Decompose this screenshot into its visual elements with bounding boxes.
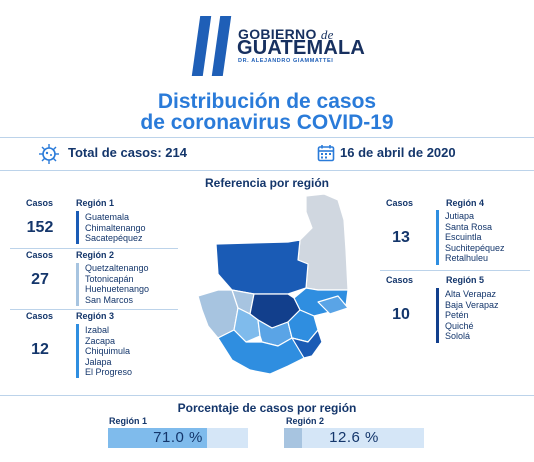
guatemala-region-map [197, 193, 349, 375]
region-1-label: Región 1 [76, 198, 115, 208]
percent-fill-region-2 [284, 428, 302, 448]
percent-fill-region-1 [108, 428, 208, 448]
divider [380, 270, 530, 271]
logo-text-guatemala: GUATEMALA [237, 37, 366, 59]
region-5-color-bar [436, 288, 439, 343]
region-5-cases-label: Casos [386, 275, 414, 285]
divider [10, 248, 178, 249]
gobierno-logo-icon [191, 16, 232, 76]
virus-icon [39, 144, 59, 164]
region-1-cases-value: 152 [26, 219, 54, 236]
page-title-line-2: de coronavirus COVID-19 [140, 111, 394, 134]
region-1-cases-label: Casos [26, 198, 54, 208]
region-3-cases-value: 12 [31, 341, 49, 358]
region-2-cases-value: 27 [31, 271, 49, 288]
region-2-cases-label: Casos [26, 250, 54, 260]
region-2-label: Región 2 [76, 250, 115, 260]
percent-region-1-label: Región 1 [109, 416, 148, 426]
divider [10, 309, 178, 310]
region-4-departments: Jutiapa Santa Rosa Escuintla Suchitepéquez R… [445, 211, 505, 263]
map-jutiapa [291, 329, 323, 359]
percent-heading: Porcentaje de casos por región [177, 401, 357, 415]
report-date: 16 de abril de 2020 [340, 145, 456, 160]
region-4-label: Región 4 [446, 198, 485, 208]
logo-text-gobierno: GOBIERNO de [238, 26, 334, 42]
map-izabal-tip [317, 295, 349, 315]
region-5-label: Región 5 [446, 275, 485, 285]
region-3-color-bar [76, 324, 79, 378]
region-5-departments: Alta Verapaz Baja Verapaz Petén Quiché Solol… [445, 289, 499, 341]
divider [0, 395, 534, 396]
divider [0, 170, 534, 171]
region-2-color-bar [76, 263, 79, 306]
region-3-label: Región 3 [76, 311, 115, 321]
region-1-departments: Guatemala Chimaltenango Sacatepéquez [85, 212, 146, 243]
calendar-icon [317, 145, 335, 162]
region-2-departments: Quetzaltenango Totonicapán Huehuetenango Sa… [85, 263, 150, 305]
percent-bar-region-2: 12.6 % [284, 428, 424, 448]
region-5-cases-value: 10 [392, 306, 410, 323]
total-cases: Total de casos: 214 [68, 145, 187, 160]
region-4-cases-value: 13 [392, 229, 410, 246]
percent-value-region-1: 71.0 % [153, 429, 203, 446]
map-huehuetenango-quiche [215, 239, 309, 295]
region-3-cases-label: Casos [26, 311, 54, 321]
logo-subtitle: DR. ALEJANDRO GIAMMATTEI [238, 58, 334, 64]
region-4-color-bar [436, 210, 439, 265]
region-1-color-bar [76, 211, 79, 244]
percent-bar-region-1: 71.0 % [108, 428, 248, 448]
page-title-line-1: Distribución de casos [157, 90, 377, 113]
percent-value-region-2: 12.6 % [329, 429, 379, 446]
divider [0, 137, 534, 138]
map-heading: Referencia por región [204, 176, 330, 190]
region-3-departments: Izabal Zacapa Chiquimula Jalapa El Progreso [85, 325, 133, 377]
percent-region-2-label: Región 2 [286, 416, 325, 426]
region-4-cases-label: Casos [386, 198, 414, 208]
